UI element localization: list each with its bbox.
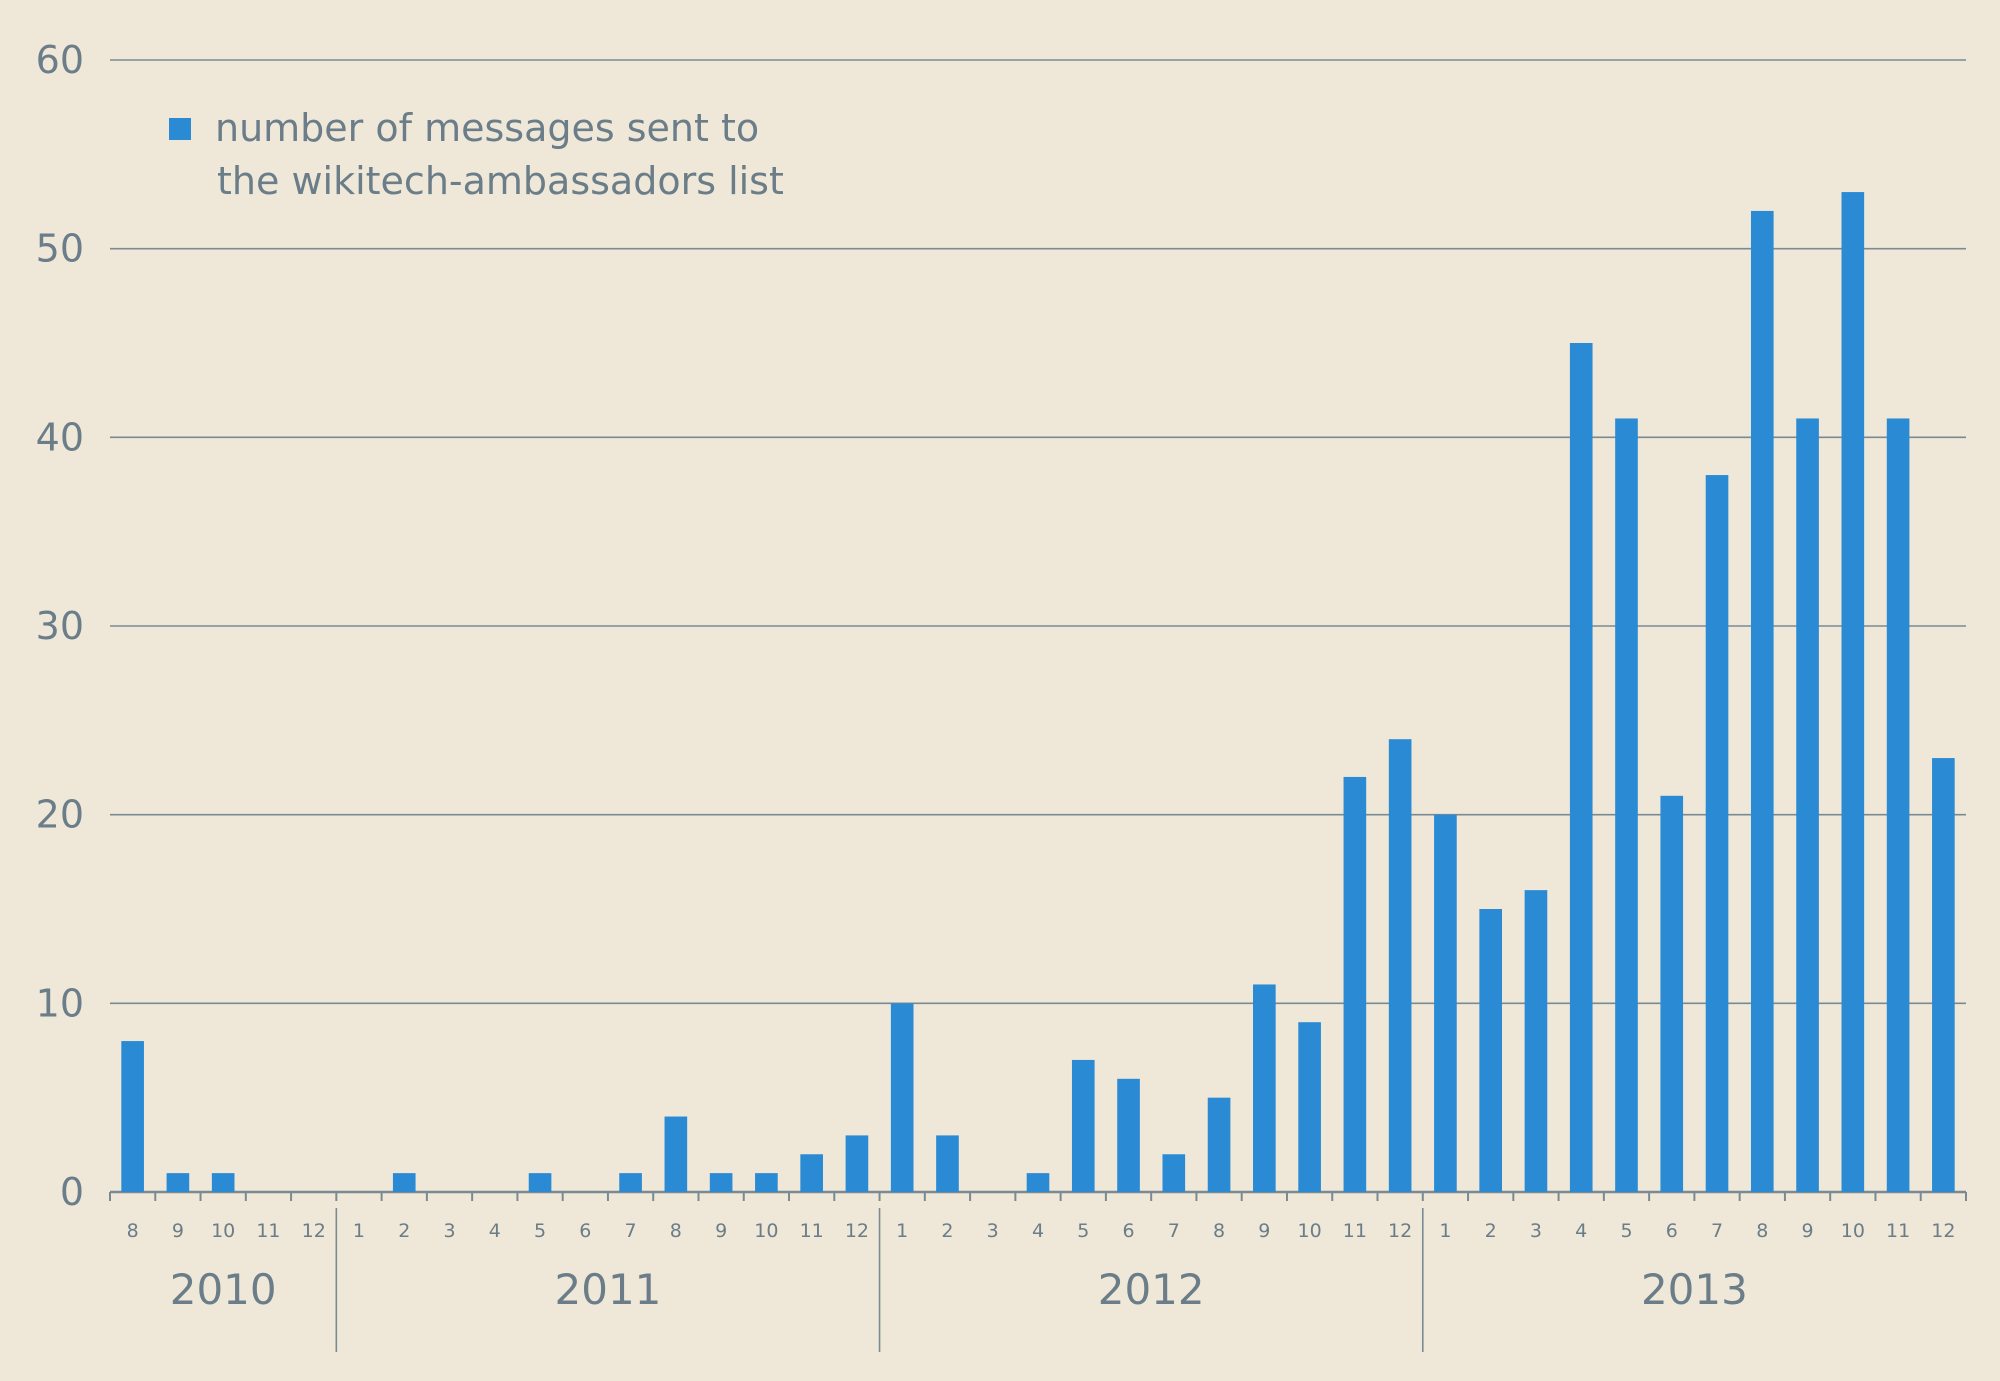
bar — [1343, 776, 1367, 1192]
bar — [890, 1003, 914, 1192]
bar — [800, 1154, 823, 1192]
legend-label-line-1: number of messages sent to — [215, 106, 759, 150]
x-tick-label-month: 12 — [845, 1220, 869, 1242]
x-axis: 8 9 10 11 12 1 2 3 4 5 6 7 8 9 10 11 12 1 2 3 4 5 6 7 8 9 10 11 12 1 2… — [109, 1192, 1967, 1352]
x-tick-label-month: 11 — [256, 1220, 280, 1242]
x-tick-label-month: 3 — [443, 1220, 455, 1242]
bar — [1026, 1173, 1050, 1192]
x-tick-label-month: 11 — [800, 1220, 824, 1242]
x-tick-label-month: 7 — [1711, 1220, 1723, 1242]
x-tick-label-month: 10 — [211, 1220, 235, 1242]
x-tick-label-month: 9 — [1802, 1220, 1814, 1242]
x-tick-label-month: 4 — [1575, 1220, 1587, 1242]
x-tick-label-month: 11 — [1343, 1220, 1367, 1242]
legend-swatch — [169, 118, 191, 140]
bar — [709, 1173, 733, 1192]
x-tick-label-year: 2012 — [1098, 1265, 1205, 1314]
legend: number of messages sent to the wikitech-… — [169, 106, 784, 203]
bar — [664, 1116, 688, 1192]
bar — [936, 1135, 959, 1192]
bar — [1388, 739, 1412, 1192]
x-tick-label-month: 10 — [754, 1220, 778, 1242]
y-tick-label: 40 — [36, 415, 84, 459]
y-tick-label: 20 — [36, 793, 84, 837]
x-tick-label-month: 11 — [1886, 1220, 1910, 1242]
bar — [1479, 909, 1502, 1192]
bars — [121, 192, 1955, 1193]
x-tick-label-month: 8 — [1213, 1220, 1225, 1242]
bar — [1071, 1059, 1095, 1192]
x-tick-label-year: 2011 — [555, 1265, 662, 1314]
y-tick-label: 60 — [36, 38, 84, 82]
x-tick-label-month: 9 — [1258, 1220, 1270, 1242]
bar — [1298, 1022, 1321, 1192]
y-tick-label: 0 — [60, 1170, 84, 1214]
x-tick-label-month: 9 — [172, 1220, 184, 1242]
x-tick-label-month: 3 — [987, 1220, 999, 1242]
x-tick-label-month: 8 — [127, 1220, 139, 1242]
x-tick-label-year: 2013 — [1641, 1265, 1748, 1314]
x-tick-label-month: 4 — [1032, 1220, 1044, 1242]
bar — [845, 1135, 869, 1192]
x-tick-label-month: 7 — [625, 1220, 637, 1242]
y-axis: 0 10 20 30 40 50 60 — [36, 38, 84, 1214]
y-tick-label: 30 — [36, 604, 84, 648]
legend-label-line-2: the wikitech-ambassadors list — [217, 159, 784, 203]
x-tick-label-month: 1 — [1439, 1220, 1451, 1242]
x-tick-label-month: 3 — [1530, 1220, 1542, 1242]
x-tick-label-month: 8 — [670, 1220, 682, 1242]
bar — [1434, 814, 1457, 1192]
bar — [1750, 210, 1774, 1192]
bar — [1705, 475, 1729, 1193]
x-tick-label-month: 5 — [534, 1220, 546, 1242]
bar — [1615, 418, 1638, 1192]
x-tick-label-month: 6 — [1666, 1220, 1678, 1242]
y-tick-label: 10 — [36, 981, 84, 1025]
bar — [1253, 984, 1276, 1192]
bar — [1886, 418, 1910, 1192]
x-tick-label-month: 8 — [1756, 1220, 1768, 1242]
bar — [1524, 890, 1548, 1192]
x-tick-label-month: 2 — [398, 1220, 410, 1242]
bar — [1796, 418, 1819, 1192]
bar — [755, 1173, 778, 1192]
x-tick-label-month: 10 — [1298, 1220, 1322, 1242]
x-tick-label-month: 5 — [1077, 1220, 1089, 1242]
x-tick-label-month: 12 — [1931, 1220, 1955, 1242]
x-tick-label-month: 10 — [1841, 1220, 1865, 1242]
x-tick-label-month: 12 — [302, 1220, 326, 1242]
bar — [211, 1173, 235, 1192]
bar — [1932, 758, 1955, 1192]
x-tick-label-month: 1 — [353, 1220, 365, 1242]
bar — [166, 1173, 190, 1192]
bar — [1841, 192, 1865, 1193]
y-tick-label: 50 — [36, 227, 84, 271]
x-tick-label-month: 9 — [715, 1220, 727, 1242]
bar — [1117, 1078, 1140, 1192]
bar — [392, 1173, 416, 1192]
x-tick-label-month: 7 — [1168, 1220, 1180, 1242]
bar — [1162, 1154, 1186, 1192]
bar — [528, 1173, 552, 1192]
bar — [1660, 795, 1684, 1192]
bar — [121, 1041, 144, 1192]
x-tick-label-month: 12 — [1388, 1220, 1412, 1242]
bar — [619, 1173, 642, 1192]
x-tick-label-month: 6 — [1122, 1220, 1134, 1242]
gridlines — [110, 59, 1966, 1194]
x-tick-label-month: 6 — [579, 1220, 591, 1242]
bar — [1569, 343, 1593, 1192]
x-tick-label-month: 4 — [489, 1220, 501, 1242]
x-tick-label-month: 1 — [896, 1220, 908, 1242]
x-tick-label-month: 5 — [1620, 1220, 1632, 1242]
x-tick-label-month: 2 — [941, 1220, 953, 1242]
x-tick-label-year: 2010 — [170, 1265, 277, 1314]
bar — [1207, 1097, 1231, 1192]
x-tick-label-month: 2 — [1485, 1220, 1497, 1242]
